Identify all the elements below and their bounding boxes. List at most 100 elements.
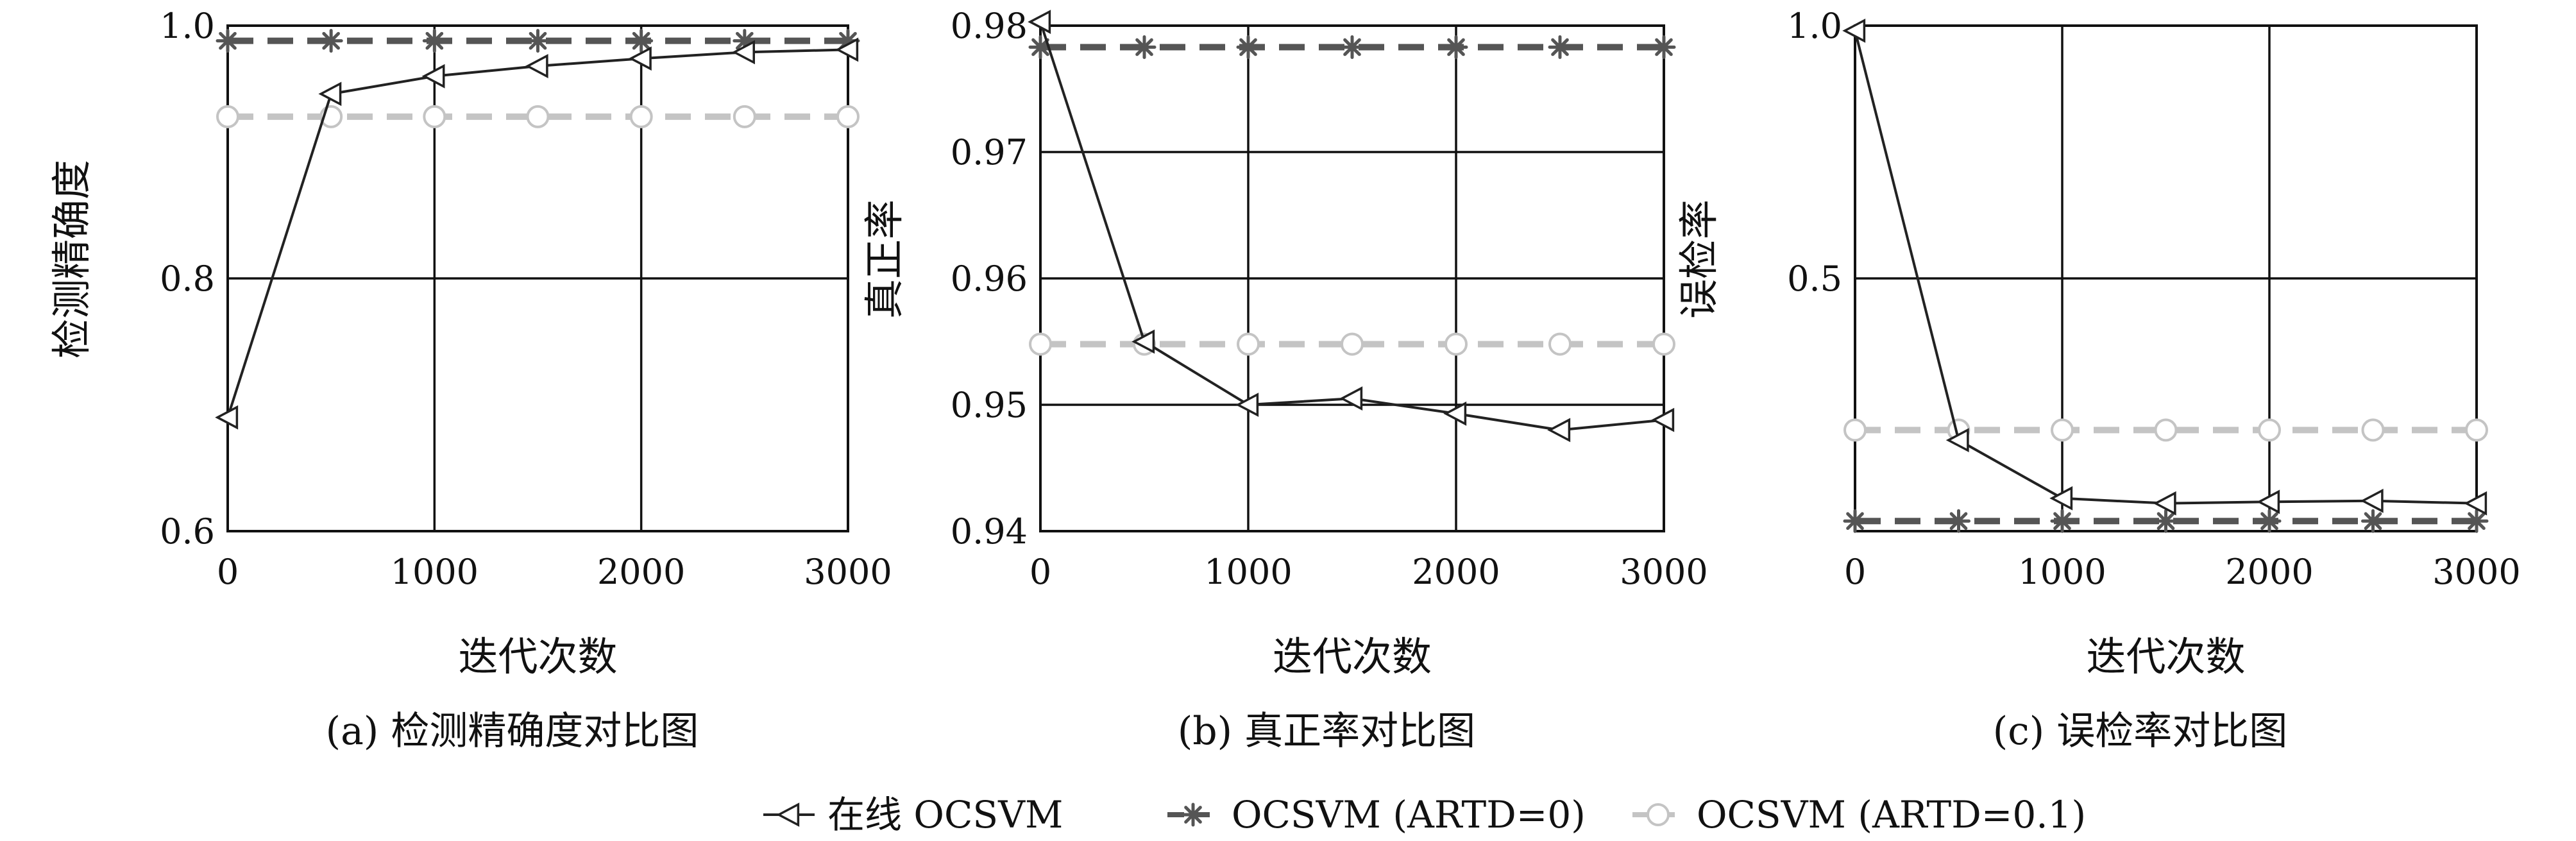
subplot-caption: (a) 检测精确度对比图 [326,709,699,754]
asterisk-marker [1444,35,1468,59]
circle-marker [1341,332,1364,356]
x-tick-label: 3000 [1620,552,1707,592]
circle-marker [216,105,239,128]
series-2 [216,29,860,53]
triangle-left-marker [318,81,342,106]
x-tick-label: 0 [1030,552,1051,592]
y-axis-label: 检测精确度 [48,160,95,359]
series-1 [1842,18,2487,516]
legend: 在线 OCSVM OCSVM (ARTD=0) OCSVM (ARTD=0.1) [763,793,2086,837]
circle-marker [1843,418,1867,442]
y-tick-label: 0.8 [160,259,215,299]
y-tick-label: 0.95 [951,385,1028,425]
asterisk-marker [2361,509,2385,533]
x-axis-label: 迭代次数 [1273,633,1432,680]
triangle-left-marker [2153,491,2176,516]
x-tick-label: 0 [217,552,239,592]
circle-marker [2154,418,2178,442]
triangle-left-marker [2360,488,2384,513]
legend-label: OCSVM (ARTD=0) [1232,793,1586,837]
triangle-left-marker [732,40,755,65]
x-tick-label: 2000 [2225,552,2313,592]
triangle-left-marker [1131,329,1155,354]
circle-icon [1647,803,1670,826]
x-axis-label: 迭代次数 [2086,633,2245,680]
asterisk-marker [1236,35,1260,59]
y-tick-label: 0.96 [951,259,1028,299]
series-2 [1028,35,1676,59]
y-tick-label: 0.6 [160,511,215,552]
triangle-left-marker [1339,386,1363,411]
triangle-left-marker [1235,393,1259,417]
asterisk-marker [422,29,446,53]
legend-entry: 在线 OCSVM [763,793,1063,837]
x-tick-label: 0 [1844,552,1866,592]
triangle-left-marker [835,37,859,62]
x-tick-label: 3000 [804,552,892,592]
subplot-1: 0 1000 2000 3000 0.6 0.8 1.0 迭代次数 检测精确度 (a) 检测精确度… [48,6,892,754]
asterisk-marker [1132,35,1157,59]
triangle-left-marker [2464,491,2487,516]
x-tick-label: 2000 [597,552,685,592]
circle-marker [1237,332,1260,356]
asterisk-marker [2154,509,2178,533]
x-tick-label: 1000 [391,552,479,592]
triangle-left-marker [1651,407,1675,432]
triangle-left-icon [776,803,800,827]
series-1 [1028,10,1675,443]
legend-entry: OCSVM (ARTD=0) [1167,793,1586,837]
asterisk-marker [2464,509,2489,533]
subplot-3: 0 1000 2000 3000 0.5 1.0 迭代次数 误检率 (c) 误检率对比图 [1675,6,2521,754]
series-line [1039,21,1665,432]
triangle-left-marker [1443,401,1467,426]
circle-marker [2361,418,2385,442]
legend-label: 在线 OCSVM [827,793,1063,837]
asterisk-marker [1028,35,1053,59]
asterisk-marker [1652,35,1676,59]
circle-marker [1652,332,1675,356]
series-2 [1843,509,2489,533]
subplot-caption: (c) 误检率对比图 [1993,709,2288,754]
series-3 [1029,332,1675,356]
triangle-left-marker [215,405,239,430]
series-3 [216,105,860,128]
y-axis-label: 真正率 [861,200,908,319]
series-line [226,48,849,418]
y-tick-label: 0.97 [951,132,1028,173]
triangle-left-marker [1945,428,1969,453]
asterisk-marker [1947,509,1970,533]
asterisk-marker [1548,35,1572,59]
y-tick-label: 1.0 [160,6,215,46]
circle-marker [526,105,550,128]
x-tick-label: 1000 [1204,552,1292,592]
triangle-left-marker [628,46,652,71]
triangle-left-marker [1842,18,1866,43]
x-tick-label: 3000 [2432,552,2520,592]
x-tick-label: 1000 [2018,552,2106,592]
asterisk-marker [2050,509,2074,533]
asterisk-marker [1843,509,1867,533]
x-tick-label: 2000 [1412,552,1500,592]
legend-entry: OCSVM (ARTD=0.1) [1632,793,2086,837]
triangle-left-marker [525,54,548,78]
asterisk-icon [1181,803,1205,827]
series-3 [1843,418,2488,442]
legend-label: OCSVM (ARTD=0.1) [1697,793,2086,837]
asterisk-marker [526,29,550,53]
asterisk-marker [2257,509,2282,533]
asterisk-marker [1340,35,1364,59]
series-1 [215,37,859,430]
x-axis-label: 迭代次数 [458,633,617,680]
y-tick-label: 1.0 [1787,6,1842,46]
circle-marker [2051,418,2074,442]
circle-marker [836,105,860,128]
circle-marker [629,105,653,128]
y-tick-label: 0.94 [951,511,1028,552]
plot-frame [226,24,849,532]
asterisk-marker [629,29,654,53]
y-tick-label: 0.98 [951,6,1028,46]
circle-marker [2465,418,2488,442]
y-axis-label: 误检率 [1675,200,1722,319]
triangle-left-marker [2257,489,2280,514]
